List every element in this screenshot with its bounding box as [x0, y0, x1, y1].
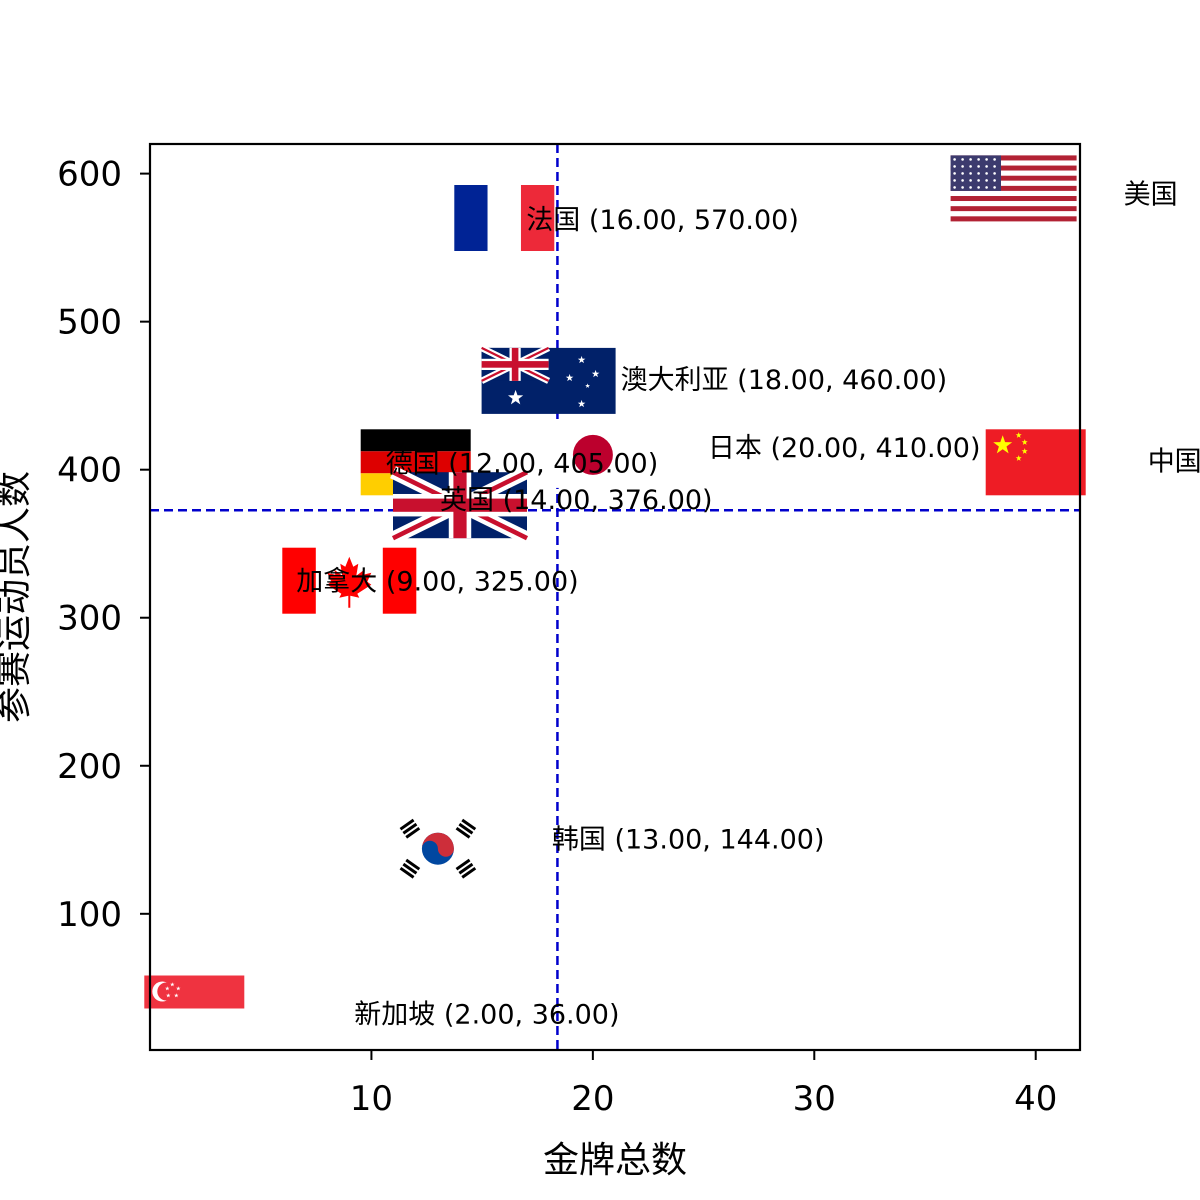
- point-label: 新加坡 (2.00, 36.00): [354, 1000, 619, 1031]
- point-label: 韩国 (13.00, 144.00): [552, 825, 825, 856]
- x-axis-label: 金牌总数: [543, 1140, 687, 1181]
- point-label: 法国 (16.00, 570.00): [526, 205, 799, 236]
- point-label: 日本 (20.00, 410.00): [708, 433, 981, 464]
- singapore-flag: [144, 975, 245, 1042]
- x-tick-label: 20: [571, 1079, 614, 1119]
- australia-flag: [480, 344, 616, 414]
- x-tick-label: 10: [350, 1079, 393, 1119]
- x-tick-label: 40: [1014, 1079, 1057, 1119]
- flag-markers: [144, 155, 1086, 1042]
- axes: 10 20 30 40 100 200 300 400 500 600: [57, 142, 1082, 1119]
- china-flag: [985, 429, 1086, 496]
- point-label: 中国: [1148, 446, 1200, 477]
- plot-frame: [148, 142, 1082, 1052]
- y-tick-label: 600: [57, 155, 122, 195]
- canada-flag: [282, 547, 417, 614]
- point-label: 澳大利亚 (18.00, 460.00): [621, 365, 948, 396]
- x-tick-label: 30: [793, 1079, 836, 1119]
- korea-flag: [387, 815, 488, 882]
- y-tick-label: 100: [57, 895, 122, 935]
- y-tick-label: 400: [57, 451, 122, 491]
- mean-reference-lines: [150, 144, 1080, 1050]
- y-tick-label: 200: [57, 747, 122, 787]
- y-tick-label: 500: [57, 303, 122, 343]
- y-axis-label: 参赛运动员人数: [0, 471, 35, 723]
- us-flag: [950, 155, 1077, 222]
- y-tick-label: 300: [57, 599, 122, 639]
- france-flag: [454, 185, 555, 251]
- point-label: 英国 (14.00, 376.00): [440, 485, 713, 516]
- point-label: 德国 (12.00, 405.00): [386, 448, 659, 479]
- point-label: 加拿大 (9.00, 325.00): [296, 567, 578, 598]
- uk-flag: [390, 466, 530, 545]
- point-label: 美国: [1124, 179, 1178, 210]
- japan-flag: [542, 421, 643, 488]
